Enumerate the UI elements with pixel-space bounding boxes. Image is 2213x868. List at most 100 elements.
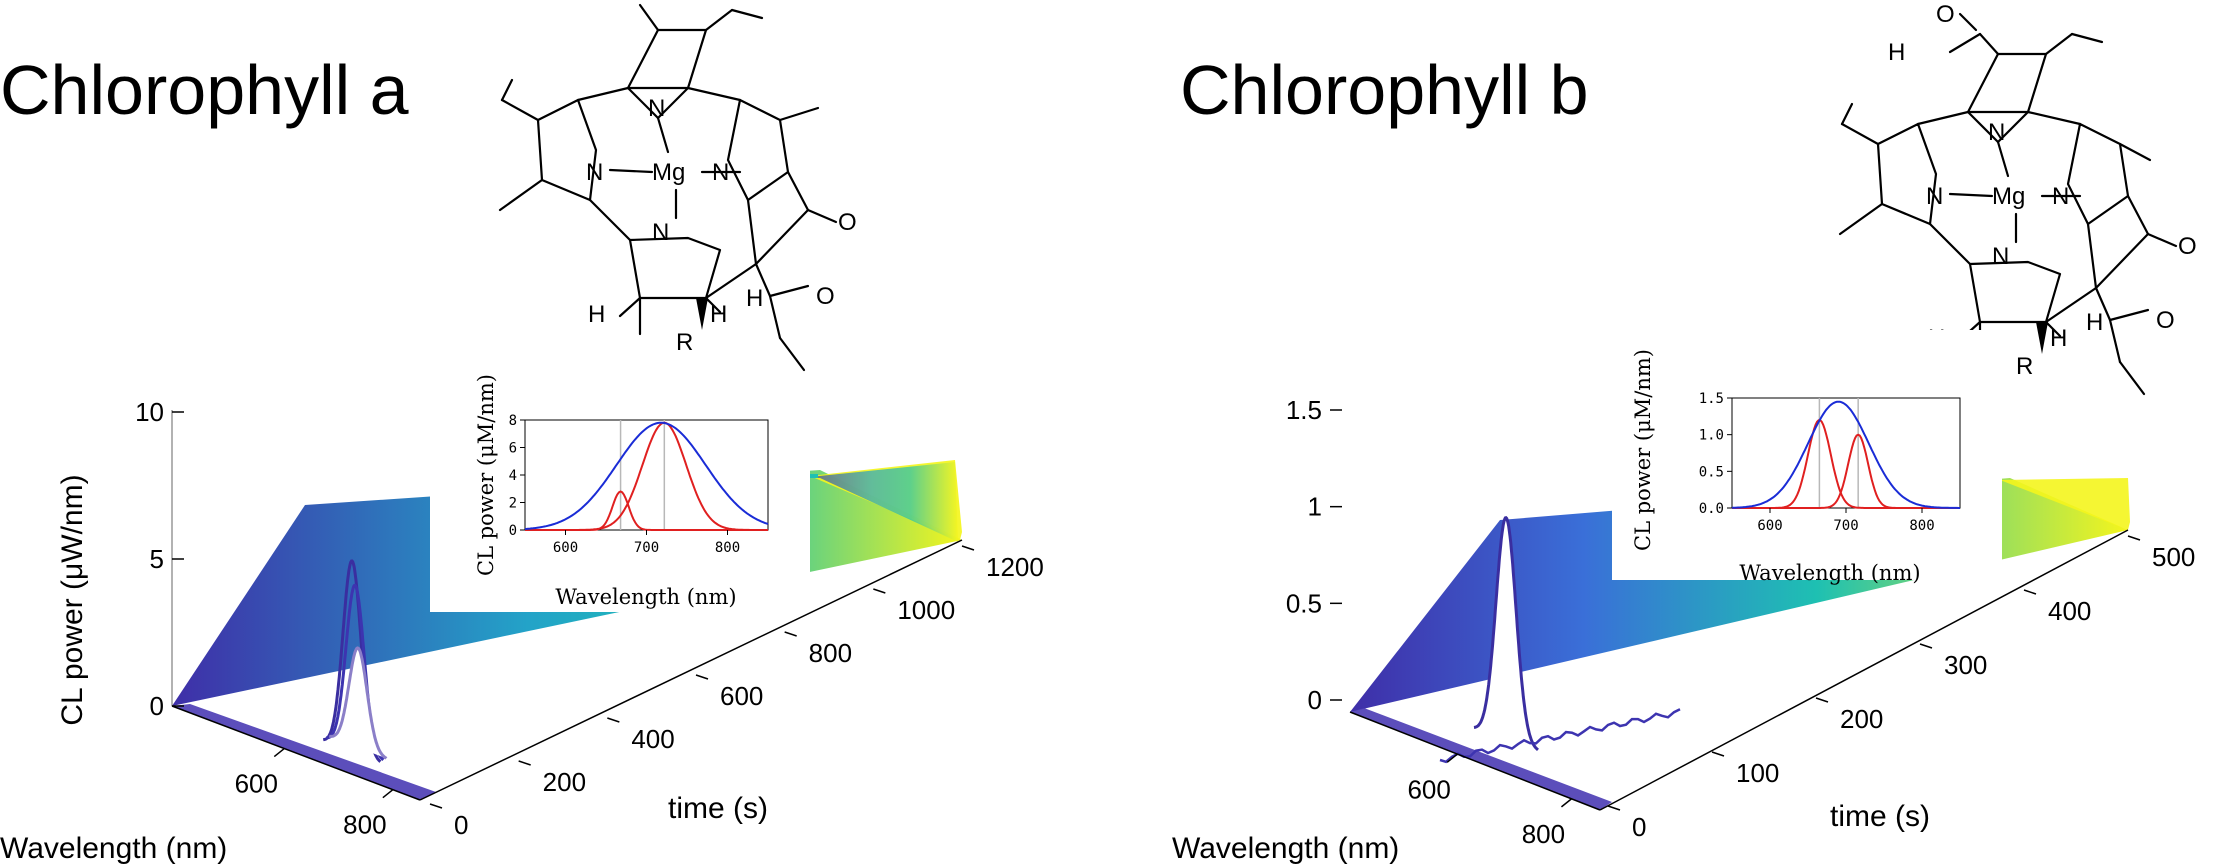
y-tick-label: 1: [1308, 492, 1322, 522]
atom-n: N: [1988, 119, 2005, 146]
y-axis-label: CL power (μW/nm): [56, 474, 89, 725]
y-tick-label: 0.5: [1286, 588, 1322, 618]
time-tick-label: 1200: [986, 552, 1044, 582]
atom-r: R: [676, 329, 693, 356]
panel-title: Chlorophyll a: [0, 51, 409, 129]
time-axis-label: time (s): [668, 792, 768, 825]
atom-n: N: [652, 219, 669, 246]
axis-ticks: 0 0.5 1 1.5 600 800 0 100 200 300 400 500: [1286, 395, 2196, 849]
atom-o: O: [1936, 1, 1955, 28]
atom-h: H: [2086, 309, 2103, 336]
inset-x-tick-label: 600: [1757, 518, 1782, 534]
time-tick-label: 100: [1736, 758, 1779, 788]
inset-chart-a: 600 700 800 0 2 4 6 8 CL power (μM/nm) Waveleng…: [430, 374, 810, 612]
atom-n: N: [1992, 243, 2009, 270]
time-tick: [2023, 589, 2037, 595]
time-tick-label: 600: [720, 681, 763, 711]
inset-y-label: CL power (μM/nm): [1631, 349, 1655, 551]
time-tick: [873, 588, 886, 594]
atom-o: O: [838, 209, 857, 236]
y-tick-label: 10: [135, 397, 164, 427]
peak-lines: [1439, 516, 1681, 764]
time-tick: [1919, 643, 1933, 649]
chlorophyll-a-structure: N N N N Mg O O H H H R: [498, 3, 857, 372]
time-tick: [1815, 697, 1829, 703]
y-tick-label: 1.5: [1286, 395, 1322, 425]
x-tick-label: 600: [235, 769, 278, 799]
inset-x-tick-label: 600: [553, 540, 578, 556]
inset-y-tick-label: 1.0: [1699, 428, 1724, 444]
inset-x-tick-label: 700: [634, 540, 659, 556]
atom-h: H: [2050, 325, 2067, 352]
x-tick-label: 800: [343, 810, 386, 840]
chlorophyll-b-structure: O H N N N N Mg O O H H H R: [1838, 1, 2197, 396]
peak-line: [328, 646, 388, 760]
inset-total-curve: [524, 421, 769, 530]
atom-n: N: [586, 159, 603, 186]
time-tick-label: 1000: [897, 595, 955, 625]
time-tick: [961, 545, 975, 551]
atom-o: O: [2178, 233, 2197, 260]
y-tick-label: 0: [150, 691, 164, 721]
inset-plot: 600 700 800 0.0 0.5 1.0 1.5: [1699, 391, 1960, 534]
atom-mg: Mg: [652, 159, 685, 186]
time-axis-label: time (s): [1830, 800, 1930, 833]
x-tick: [273, 747, 285, 758]
inset-x-label: Wavelength (nm): [1739, 561, 1920, 585]
x-tick: [1560, 798, 1572, 808]
y-tick-label: 5: [150, 544, 164, 574]
inset-y-tick-label: 0: [509, 523, 517, 539]
time-tick-label: 400: [2048, 596, 2091, 626]
inset-y-tick-label: 0.5: [1699, 464, 1724, 480]
atom-h: H: [710, 301, 727, 328]
atom-n: N: [712, 159, 729, 186]
atom-o: O: [2156, 307, 2175, 334]
time-tick-label: 200: [543, 767, 586, 797]
inset-y-tick-label: 1.5: [1699, 391, 1724, 407]
time-tick: [1711, 751, 1725, 757]
x-axis-label: Wavelength (nm): [0, 832, 227, 865]
inset-x-tick-label: 800: [1909, 518, 1934, 534]
atom-o: O: [816, 283, 835, 310]
noise-trace: [1439, 708, 1681, 764]
atom-h: H: [588, 301, 605, 328]
atom-n: N: [2052, 183, 2069, 210]
atom-mg: Mg: [1992, 183, 2025, 210]
surface-back-wall: [2000, 478, 2130, 530]
x-tick: [382, 789, 394, 799]
time-tick: [784, 631, 797, 637]
atom-h: H: [1888, 39, 1905, 66]
time-tick-label: 200: [1840, 704, 1883, 734]
atom-h: H: [746, 285, 763, 312]
inset-x-label: Wavelength (nm): [555, 585, 736, 609]
time-tick: [429, 803, 443, 809]
panel-title: Chlorophyll b: [1180, 51, 1589, 129]
x-tick-label: 600: [1407, 774, 1450, 804]
time-tick: [695, 674, 709, 680]
peak-line: [1473, 516, 1539, 752]
inset-y-tick-label: 4: [509, 468, 517, 484]
time-tick-label: 0: [1632, 812, 1646, 842]
x-axis-label: Wavelength (nm): [1172, 832, 1399, 865]
time-tick-label: 0: [454, 810, 468, 840]
inset-total-curve: [1731, 400, 1960, 509]
inset-plot: 600 700 800 0 2 4 6 8: [509, 413, 769, 556]
atom-n: N: [1926, 183, 1943, 210]
time-tick-label: 400: [631, 724, 674, 754]
x-tick: [1446, 753, 1458, 763]
inset-y-label: CL power (μM/nm): [474, 374, 498, 576]
atom-r: R: [2016, 353, 2033, 380]
time-tick-label: 300: [1944, 650, 1987, 680]
inset-x-tick-label: 800: [715, 540, 740, 556]
inset-y-tick-label: 8: [509, 413, 517, 429]
inset-y-tick-label: 2: [509, 496, 517, 512]
panel-chlorophyll-b: Chlorophyll b: [1172, 1, 2197, 865]
time-tick: [518, 760, 531, 766]
y-tick-label: 0: [1308, 685, 1322, 715]
x-tick-label: 800: [1522, 819, 1565, 849]
peak-lines: [322, 559, 388, 763]
time-tick-label: 500: [2152, 542, 2195, 572]
time-tick-label: 800: [809, 638, 852, 668]
axis-ticks: 0 5 10 600 800 0 200 400 600 800 1000 1200: [135, 397, 1044, 840]
